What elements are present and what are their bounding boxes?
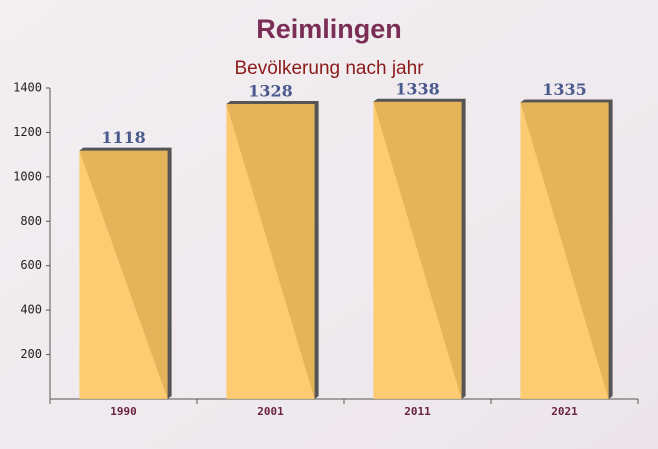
- bar: [520, 102, 609, 400]
- x-tick-label: 2021: [551, 405, 578, 418]
- y-tick-label: 200: [20, 347, 42, 361]
- y-tick-label: 1000: [13, 169, 42, 183]
- x-tick-label: 1990: [110, 405, 137, 418]
- y-tick-label: 600: [20, 258, 42, 272]
- y-tick-label: 1200: [13, 125, 42, 139]
- x-tick-label: 2001: [257, 405, 284, 418]
- bar: [373, 101, 462, 399]
- value-label: 1335: [542, 80, 587, 99]
- y-tick-label: 400: [20, 303, 42, 317]
- chart-title: Reimlingen: [256, 14, 402, 44]
- bar: [79, 150, 168, 399]
- y-tick-label: 800: [20, 214, 42, 228]
- y-tick-label: 1400: [13, 81, 42, 95]
- x-tick-label: 2011: [404, 405, 431, 418]
- bar: [226, 103, 315, 399]
- value-label: 1118: [101, 128, 146, 147]
- value-label: 1338: [395, 79, 440, 98]
- chart-subtitle: Bevölkerung nach jahr: [234, 58, 424, 79]
- value-label: 1328: [248, 81, 293, 100]
